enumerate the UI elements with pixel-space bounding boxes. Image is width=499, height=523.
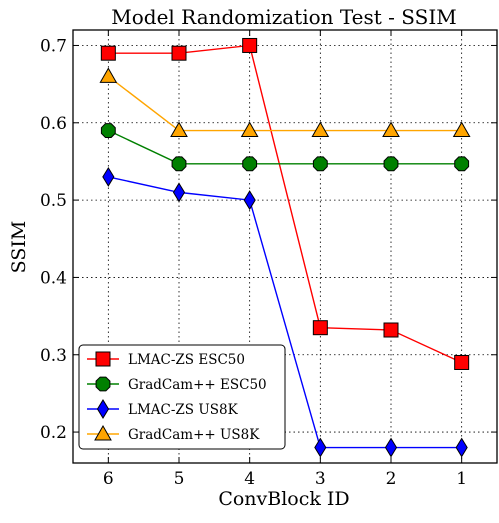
data-point — [100, 123, 116, 138]
data-point — [171, 45, 187, 61]
legend-marker — [96, 399, 110, 419]
plot-area: 6 5 4 3 2 1 0.2 0.3 0.4 0.5 0.6 0.7 — [40, 29, 498, 489]
legend-label: LMAC-ZS ESC50 — [128, 352, 245, 368]
data-point — [100, 45, 116, 61]
x-tick-label: 2 — [386, 469, 397, 489]
data-point — [382, 121, 400, 138]
data-point — [312, 320, 328, 336]
x-axis-label: ConvBlock ID — [218, 488, 349, 510]
data-point — [454, 156, 470, 172]
legend-label: GradCam++ ESC50 — [128, 377, 267, 393]
data-point — [312, 156, 328, 172]
data-point — [99, 67, 118, 83]
data-point — [311, 121, 330, 138]
data-point — [314, 437, 327, 458]
data-point — [452, 121, 471, 138]
y-tick-label: 0.7 — [40, 36, 67, 56]
series-line — [108, 129, 462, 165]
data-point — [170, 121, 188, 138]
data-point — [455, 437, 468, 458]
x-tick-label: 3 — [315, 469, 326, 489]
x-tick-label: 5 — [174, 469, 185, 489]
y-tick-label: 0.4 — [40, 268, 67, 288]
y-tick-label: 0.6 — [40, 114, 67, 134]
y-tick-label: 0.5 — [40, 191, 67, 211]
legend-box — [78, 344, 286, 450]
plot-frame — [72, 29, 498, 464]
data-point — [242, 156, 258, 172]
series-line — [107, 75, 462, 132]
y-axis-label: SSIM — [8, 221, 30, 274]
series-line — [108, 44, 462, 364]
legend: LMAC-ZS ESC50 GradCam++ ESC50 LMAC-ZS US8K… — [78, 344, 286, 450]
legend-label: LMAC-ZS US8K — [128, 402, 239, 418]
legend-label: GradCam++ US8K — [128, 427, 260, 443]
chart-title: Model Randomization Test - SSIM — [111, 5, 456, 29]
y-tick-label: 0.2 — [40, 423, 67, 443]
legend-marker — [95, 351, 111, 367]
data-point — [242, 37, 258, 53]
data-point — [454, 354, 470, 370]
y-tick-label: 0.3 — [40, 346, 67, 366]
data-point — [171, 156, 187, 172]
data-point — [383, 322, 399, 338]
legend-marker — [94, 424, 112, 441]
legend-marker — [95, 376, 111, 392]
data-point — [172, 182, 186, 203]
data-point — [240, 121, 259, 138]
x-tick-label: 6 — [103, 469, 114, 489]
data-point — [243, 190, 256, 211]
data-point — [102, 166, 115, 187]
x-tick-label: 1 — [456, 469, 467, 489]
series-line — [108, 176, 462, 449]
data-point — [383, 156, 399, 172]
data-point — [384, 437, 398, 458]
x-tick-label: 4 — [244, 469, 255, 489]
